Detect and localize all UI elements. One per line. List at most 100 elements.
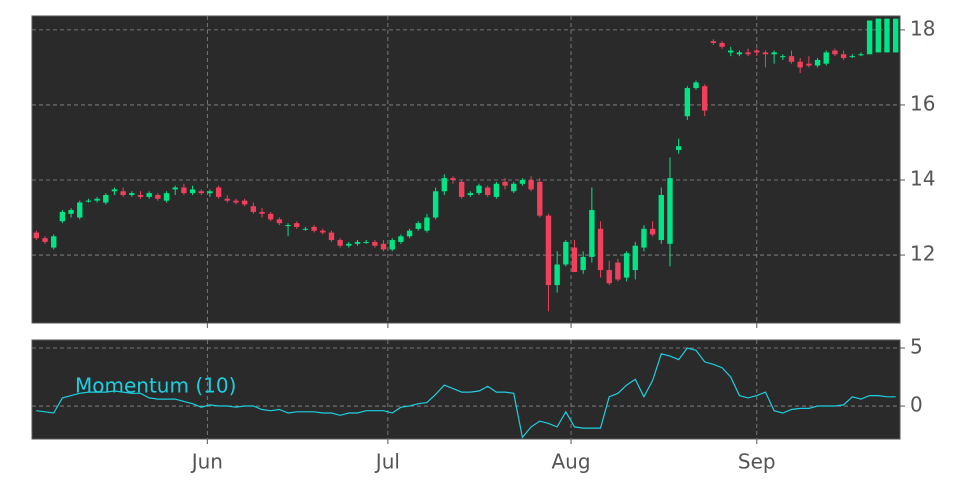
candle-body (571, 247, 578, 272)
y-tick-label: 12 (910, 242, 935, 266)
candle-body (189, 189, 196, 194)
candle-body (181, 187, 187, 194)
candle-body (285, 225, 291, 227)
candle-body (675, 146, 682, 150)
candle-body (207, 191, 213, 194)
candle-body (215, 187, 222, 197)
candle-body (589, 210, 595, 257)
candle-body (103, 195, 109, 203)
candle-body (719, 43, 725, 47)
x-tick-label: Jun (190, 450, 223, 474)
candle-body (389, 240, 395, 250)
legend-label: Momentum (10) (75, 374, 236, 398)
candle-body (424, 217, 430, 231)
candle-body (632, 245, 638, 271)
candle-body (380, 243, 387, 250)
candle-body (33, 232, 40, 239)
candle-body (806, 63, 812, 66)
candle-body (684, 88, 691, 117)
candle-body (641, 228, 647, 248)
candle-body (754, 50, 760, 53)
candle-body (363, 241, 369, 243)
candle-body (294, 223, 300, 227)
candle-body (554, 264, 560, 286)
candle-body (259, 211, 265, 214)
candle-body (476, 185, 482, 194)
candle-body (441, 178, 447, 192)
candle-body (823, 52, 829, 64)
candle-body (745, 52, 751, 55)
candle-body (702, 86, 708, 111)
candle-body (710, 41, 717, 44)
candle-body (129, 193, 135, 196)
candle-body (42, 238, 48, 242)
candle-body (788, 56, 795, 62)
candle-body (493, 183, 500, 197)
candle-body (224, 198, 230, 201)
y-tick-label: 0 (910, 393, 923, 417)
candle-body (580, 256, 586, 271)
candle-body (398, 236, 404, 242)
x-tick-label: Jul (374, 450, 400, 474)
candle-body (728, 50, 734, 53)
candle-body (51, 236, 57, 248)
candle-body (528, 180, 534, 190)
candle-body (328, 232, 335, 241)
candle-body (85, 200, 92, 202)
candle-body (693, 82, 699, 89)
candle-body (155, 195, 161, 199)
candle-body (840, 54, 847, 59)
candle-body (233, 200, 239, 203)
y-tick-label: 5 (910, 335, 923, 359)
candle-body (311, 226, 317, 231)
candle-body (615, 262, 621, 280)
candle-body (120, 191, 126, 196)
candle-body (849, 56, 855, 58)
candle-body (415, 223, 421, 229)
candle-body (432, 191, 439, 218)
candle-body (545, 215, 552, 286)
candle-body (276, 219, 283, 224)
candle-body (337, 240, 343, 246)
momentum-line (36, 347, 896, 439)
candle-body (623, 253, 630, 278)
candle-body (354, 241, 361, 244)
candle-body (241, 200, 248, 205)
candle-body (111, 189, 118, 192)
candle-body (372, 241, 378, 246)
x-tick-label: Sep (738, 450, 776, 474)
candle-body (320, 230, 326, 233)
candle-body (667, 178, 673, 244)
candle-body (163, 193, 170, 201)
candle-body (814, 59, 821, 66)
candle-body (597, 228, 604, 271)
candle-body (68, 210, 74, 214)
price-panel (31, 15, 901, 324)
candle-body (59, 211, 66, 222)
candle-body (519, 180, 526, 184)
candle-body (250, 206, 257, 212)
y-tick-label: 14 (910, 167, 935, 191)
candle-body (780, 56, 786, 58)
y-tick-label: 18 (910, 16, 935, 40)
candle-body (762, 52, 769, 55)
candle-body (502, 181, 508, 186)
candle-body (537, 181, 543, 216)
candle-body (172, 187, 178, 190)
candle-body (884, 18, 890, 53)
candle-body (563, 241, 569, 265)
candle-body (649, 228, 656, 235)
candle-body (94, 198, 100, 201)
candle-body (268, 213, 274, 220)
candle-body (198, 191, 204, 194)
candle-body (771, 52, 777, 55)
y-tick-label: 16 (910, 91, 935, 115)
candle-body (485, 187, 491, 196)
candle-body (736, 52, 743, 55)
x-tick-label: Aug (551, 450, 590, 474)
candle-body (77, 202, 83, 218)
candle-body (658, 195, 664, 241)
candle-body (302, 228, 309, 230)
candle-body (606, 270, 612, 284)
